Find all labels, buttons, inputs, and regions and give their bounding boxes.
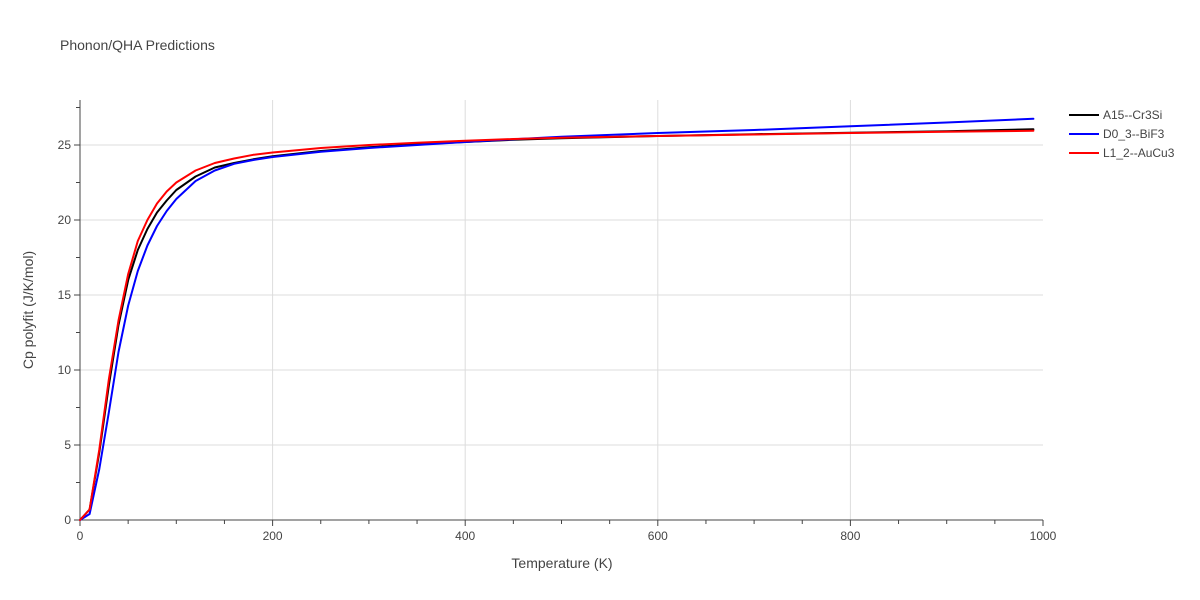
legend-item-2[interactable]: L1_2--AuCu3 [1069,146,1175,160]
chart-title: Phonon/QHA Predictions [60,37,215,53]
series-line-1 [79,117,1035,521]
x-tick-label: 0 [77,529,84,543]
x-tick-label: 1000 [1030,529,1057,543]
y-tick-label: 25 [58,138,72,152]
x-tick-label: 800 [840,529,860,543]
x-tick-label: 200 [263,529,283,543]
grid [80,100,1043,520]
legend-item-0[interactable]: A15--Cr3Si [1069,108,1162,122]
x-axis-title: Temperature (K) [511,555,612,571]
y-tick-label: 0 [64,513,71,527]
legend-label: D0_3--BiF3 [1103,127,1165,141]
plot-area [79,117,1035,521]
legend-label: A15--Cr3Si [1103,108,1162,122]
series-line-2 [79,129,1035,521]
y-tick-label: 20 [58,213,72,227]
y-axis-title: Cp polyfit (J/K/mol) [20,251,36,369]
legend-label: L1_2--AuCu3 [1103,146,1175,160]
y-tick-label: 5 [64,438,71,452]
axes: 0 200 400 600 800 1000 0 5 10 15 20 25 [58,100,1057,543]
legend-item-1[interactable]: D0_3--BiF3 [1069,127,1165,141]
x-tick-label: 400 [455,529,475,543]
x-tick-label: 600 [648,529,668,543]
legend[interactable]: A15--Cr3Si D0_3--BiF3 L1_2--AuCu3 [1069,108,1175,160]
y-tick-label: 15 [58,288,72,302]
y-tick-label: 10 [58,363,72,377]
series-line-0 [79,128,1035,521]
